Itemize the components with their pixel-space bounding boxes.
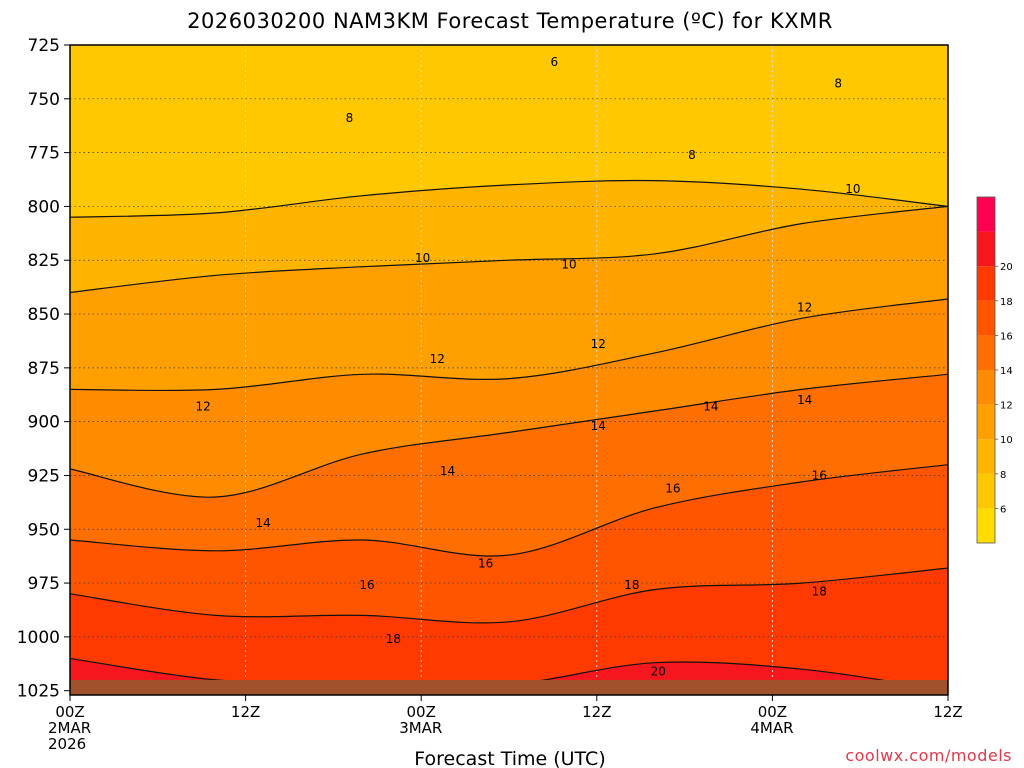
colorbar-band: [977, 508, 995, 543]
isotherm-labels: 6 8 8 8 10 10 10 12 12 12 12 14 14 14 14 14 16 16 16 16 18 18…: [196, 55, 861, 678]
colorbar-label: 10: [1000, 435, 1013, 446]
isotherm-10: [69, 205, 949, 294]
x-tick-label: 2MAR: [48, 719, 91, 737]
isotherm-label: 16: [812, 468, 827, 482]
x-tick-label: 4MAR: [750, 719, 793, 737]
isotherm-label: 16: [478, 557, 493, 571]
isotherm-14: [69, 373, 949, 498]
isotherm-label: 20: [651, 664, 666, 678]
y-tick-label: 725: [28, 36, 60, 56]
x-tick-label: 12Z: [933, 703, 962, 721]
isotherm-16: [69, 464, 949, 557]
isotherm-label: 8: [834, 77, 842, 91]
y-tick-label: 925: [28, 466, 60, 486]
colorbar-label: 6: [1000, 504, 1006, 515]
isotherm-12: [69, 298, 949, 392]
isotherm-8: [69, 179, 949, 218]
isotherm-label: 10: [415, 251, 430, 265]
isotherm-label: 8: [688, 148, 696, 162]
temperature-fill-bands: [70, 45, 948, 695]
x-tick-label: 00Z: [55, 703, 84, 721]
isotherm-label: 8: [346, 111, 354, 125]
isotherm-lines: [69, 179, 949, 692]
colorbar-label: 20: [1000, 262, 1013, 273]
y-axis: 725 750 775 800 825 850 875 900 925 950 975 1000 102…: [17, 36, 70, 702]
isotherm-label: 16: [665, 481, 680, 495]
y-tick-label: 775: [28, 144, 60, 164]
x-tick-label: 00Z: [758, 703, 787, 721]
x-tick-label: 12Z: [582, 703, 611, 721]
colorbar-band: [977, 439, 995, 474]
y-tick-label: 825: [28, 251, 60, 271]
temperature-band: [70, 45, 948, 218]
colorbar-band: [977, 197, 995, 232]
isotherm-label: 18: [386, 632, 401, 646]
colorbar-label: 16: [1000, 331, 1013, 342]
colorbar-label: 8: [1000, 470, 1006, 481]
colorbar-band: [977, 266, 995, 301]
y-tick-label: 1025: [17, 682, 60, 702]
isotherm-label: 14: [703, 400, 718, 414]
colorbar: 6 8 10 12 14 16 18 20: [976, 196, 1013, 544]
isotherm-label: 14: [440, 464, 455, 478]
temperature-band: [70, 180, 948, 293]
y-tick-label: 1000: [17, 628, 60, 648]
colorbar-band: [977, 335, 995, 370]
colorbar-band: [977, 404, 995, 440]
x-axis-label: Forecast Time (UTC): [414, 748, 605, 768]
y-tick-label: 800: [28, 197, 60, 217]
temperature-band: [70, 206, 948, 391]
y-tick-label: 850: [28, 305, 60, 325]
colorbar-band: [977, 473, 995, 509]
isotherm-label: 18: [812, 585, 827, 599]
x-tick-label: 12Z: [231, 703, 260, 721]
isotherm-18: [69, 567, 949, 624]
x-tick-label: 00Z: [407, 703, 436, 721]
temperature-band: [70, 568, 948, 691]
isotherm-label: 12: [430, 352, 445, 366]
temperature-band: [70, 374, 948, 557]
colorbar-band: [977, 300, 995, 336]
isotherm-label: 16: [359, 578, 374, 592]
y-tick-label: 900: [28, 413, 60, 433]
credit-link[interactable]: coolwx.com/models: [845, 746, 1012, 765]
isotherm-label: 14: [797, 393, 812, 407]
isotherm-label: 10: [561, 258, 576, 272]
ground-surface: [70, 679, 948, 695]
isotherm-label: 14: [256, 516, 271, 530]
x-tick-label: 2026: [48, 735, 86, 753]
colorbar-band: [977, 370, 995, 405]
y-tick-label: 975: [28, 574, 60, 594]
colorbar-band: [977, 231, 995, 267]
isotherm-label: 12: [797, 301, 812, 315]
y-tick-label: 875: [28, 359, 60, 379]
y-tick-label: 750: [28, 90, 60, 110]
plot-frame: [69, 44, 949, 696]
colorbar-label: 12: [1000, 401, 1013, 412]
colorbar-label: 18: [1000, 297, 1013, 308]
x-tick-label: 3MAR: [399, 719, 442, 737]
isotherm-label: 14: [591, 419, 606, 433]
colorbar-label: 14: [1000, 366, 1013, 377]
isotherm-label: 6: [551, 55, 559, 69]
y-tick-label: 950: [28, 520, 60, 540]
temperature-band: [70, 299, 948, 498]
gridlines: [70, 45, 948, 695]
isotherm-label: 10: [845, 182, 860, 196]
isotherm-label: 12: [591, 337, 606, 351]
isotherm-label: 18: [624, 578, 639, 592]
isotherm-label: 12: [196, 400, 211, 414]
chart-title: 2026030200 NAM3KM Forecast Temperature (…: [187, 9, 833, 33]
